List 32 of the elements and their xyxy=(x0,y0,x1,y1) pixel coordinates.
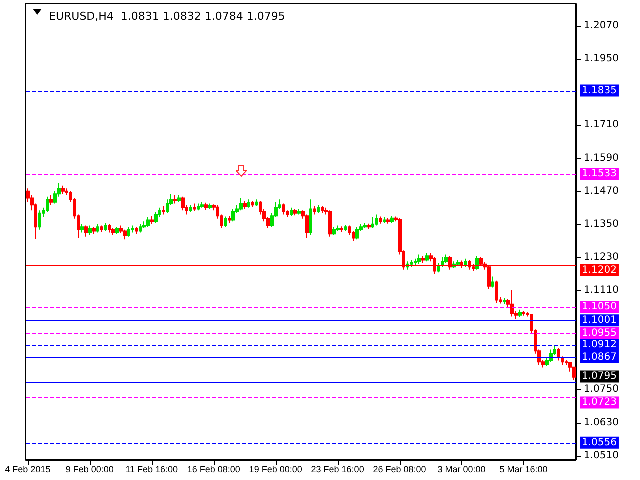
ref-line-label: 1.0867 xyxy=(582,352,617,364)
y-tick-label: 1.1710 xyxy=(584,120,619,131)
x-tick-label: 3 Mar 00:00 xyxy=(438,464,486,474)
y-tick-label: 1.2070 xyxy=(584,20,619,32)
x-tick-label: 16 Feb 08:00 xyxy=(187,464,240,474)
ref-line-label: 1.1835 xyxy=(582,85,617,96)
ref-line-label: 1.1202 xyxy=(582,264,617,276)
y-tick-label: 1.0510 xyxy=(584,450,619,462)
x-tick-label: 4 Feb 2015 xyxy=(5,464,51,474)
y-tick-label: 1.1110 xyxy=(584,285,619,296)
x-tick-label: 11 Feb 16:00 xyxy=(126,464,178,474)
x-tick-label: 23 Feb 16:00 xyxy=(311,464,364,474)
y-tick-label: 1.1590 xyxy=(584,152,619,164)
ref-line-label: 1.1001 xyxy=(582,315,617,326)
y-tick-label: 1.1470 xyxy=(584,186,619,197)
x-tick-label: 26 Feb 08:00 xyxy=(373,464,426,474)
ref-line-label: 1.0556 xyxy=(582,437,617,448)
y-tick-label: 1.1950 xyxy=(584,54,619,65)
y-tick-label: 1.0750 xyxy=(584,384,619,396)
ref-line-label: 1.0955 xyxy=(582,328,617,339)
text: EURUSD,H4 1.0831 1.0832 1.0784 1.0795 xyxy=(49,10,286,23)
y-tick-label: 1.1350 xyxy=(584,218,619,230)
y-tick-label: 1.0630 xyxy=(584,417,619,428)
text: 1.0795 xyxy=(582,371,617,382)
ref-line-label: 1.1050 xyxy=(582,302,617,313)
x-tick-label: 5 Mar 16:00 xyxy=(500,464,548,474)
x-tick-label: 19 Feb 00:00 xyxy=(249,464,302,474)
ref-line-label: 1.1533 xyxy=(582,168,617,180)
ref-line-label: 1.0723 xyxy=(582,397,617,408)
ref-line-label: 1.0912 xyxy=(582,340,617,351)
x-tick-label: 9 Feb 00:00 xyxy=(66,464,114,474)
y-tick-label: 1.1230 xyxy=(584,252,619,263)
